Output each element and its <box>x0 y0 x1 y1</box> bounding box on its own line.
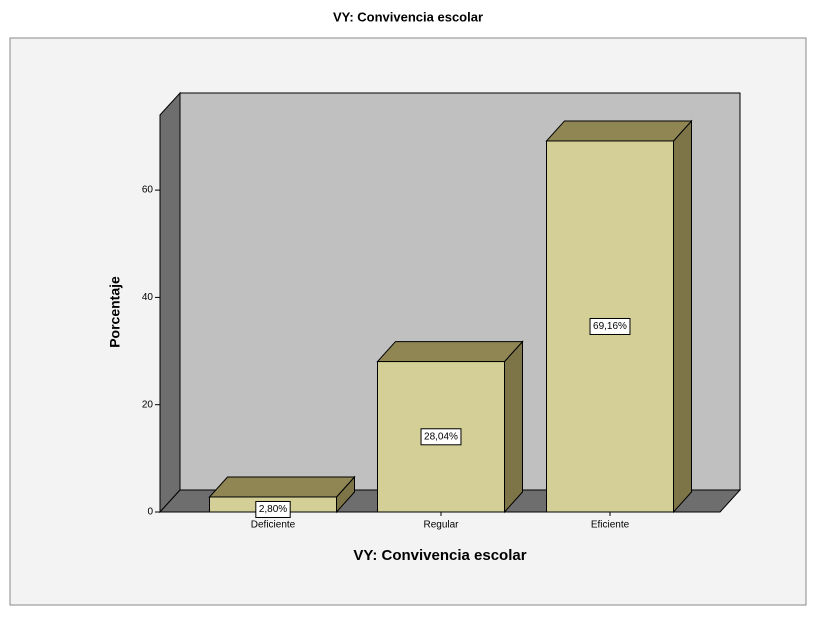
chart-title: VY: Convivencia escolar <box>333 9 483 24</box>
y-tick-label: 20 <box>142 399 154 410</box>
value-label-box <box>420 428 462 446</box>
side-wall <box>159 91 181 514</box>
y-axis-label: Porcentaje <box>107 276 123 348</box>
x-tick-label: Eficiente <box>591 520 630 531</box>
y-tick-label: 0 <box>147 507 153 518</box>
y-tick-label: 40 <box>142 292 154 303</box>
bar-top <box>545 120 693 142</box>
x-tick-label: Regular <box>423 520 459 531</box>
bar-side <box>504 340 523 514</box>
bar-top <box>376 341 524 363</box>
value-label: 2,80% <box>259 504 287 515</box>
bar-side <box>673 119 692 514</box>
x-tick-label: Deficiente <box>251 520 296 531</box>
value-label-box <box>589 317 631 335</box>
value-label: 69,16% <box>593 321 627 332</box>
value-label: 28,04% <box>424 431 458 442</box>
y-tick-label: 60 <box>142 185 154 196</box>
value-label-box <box>255 500 291 518</box>
bar-top <box>208 476 356 498</box>
x-axis-label: VY: Convivencia escolar <box>353 547 526 564</box>
